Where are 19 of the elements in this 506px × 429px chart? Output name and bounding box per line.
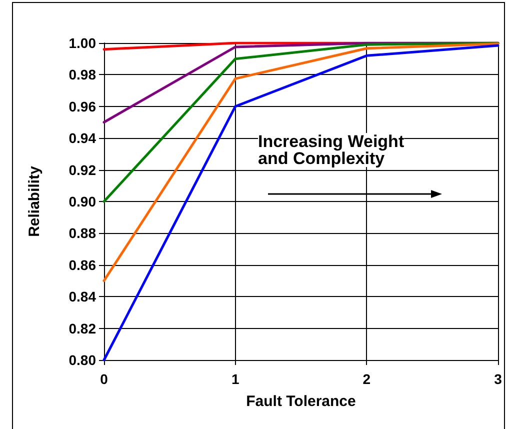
y-tick-label: 0.86 <box>68 256 96 273</box>
line-series <box>102 44 500 362</box>
y-tick-label: 0.88 <box>68 225 96 242</box>
x-tick-label: 3 <box>494 371 502 387</box>
y-tick-label: 0.92 <box>68 162 96 178</box>
y-axis-title: Reliability <box>26 165 43 237</box>
y-tick-label: 0.94 <box>68 130 96 146</box>
y-tick-label: 0.84 <box>68 288 96 305</box>
x-tick-label: 0 <box>100 371 108 387</box>
y-tick-label: 0.90 <box>68 194 96 210</box>
x-axis-title: Fault Tolerance <box>246 393 356 410</box>
y-tick-label: 0.98 <box>68 66 96 83</box>
annotation: Increasing Weight and Complexity <box>258 132 404 168</box>
y-tick-label: 0.80 <box>68 352 96 368</box>
y-tick-label: 0.96 <box>68 98 96 114</box>
x-tick-label: 1 <box>231 371 240 387</box>
x-tick-label: 2 <box>362 371 371 387</box>
y-tick-label: 0.82 <box>68 320 96 336</box>
y-tick-label: 1.00 <box>68 35 96 51</box>
